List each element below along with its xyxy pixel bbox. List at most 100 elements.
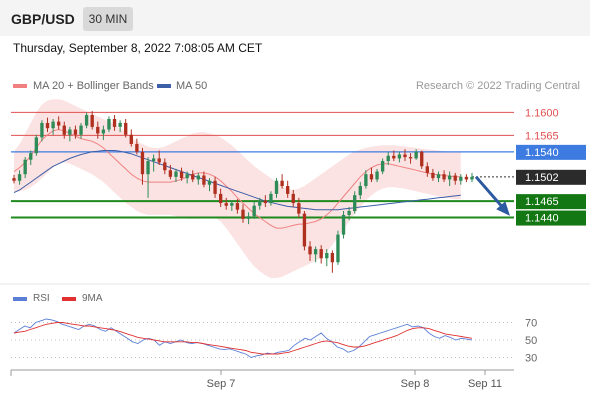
level-label-1-1465: 1.1465 xyxy=(525,196,559,208)
candle-body xyxy=(146,161,150,175)
ma9-legend-label: 9MA xyxy=(82,293,103,304)
ma50-legend-swatch xyxy=(157,84,171,88)
candle-body xyxy=(336,234,340,263)
candle-body xyxy=(403,154,407,158)
ma20-legend-label: MA 20 + Bollinger Bands xyxy=(33,80,154,92)
candle-body xyxy=(280,180,284,187)
rsi-legend-swatch xyxy=(13,297,27,301)
candle-body xyxy=(392,155,396,159)
price-chart: 1.1600 1.1565 1.1540 1.1502 1.1465 1.1440 xyxy=(0,99,590,285)
candle-body xyxy=(79,125,83,135)
candle-body xyxy=(185,174,189,179)
candle-body xyxy=(447,175,452,180)
candle-body xyxy=(347,210,351,215)
candle-body xyxy=(34,137,39,154)
level-tag-1-1540 xyxy=(516,144,586,160)
level-tag-1-1465 xyxy=(516,194,586,210)
candle-body xyxy=(431,172,435,179)
bollinger-band-area xyxy=(14,99,461,278)
candle-body xyxy=(207,180,212,185)
candle-body xyxy=(274,180,279,194)
timestamp: Thursday, September 8, 2022 7:08:05 AM C… xyxy=(13,41,263,55)
candle-body xyxy=(230,203,234,206)
candle-body xyxy=(191,174,195,180)
rsi-tick-30: 30 xyxy=(525,353,537,365)
candle-body xyxy=(369,174,374,180)
level-label-1-1440: 1.1440 xyxy=(525,213,559,225)
candle-body xyxy=(258,200,262,206)
ma9-legend-swatch xyxy=(62,297,76,301)
level-label-1-1540: 1.1540 xyxy=(525,147,559,159)
candle-body xyxy=(263,200,268,204)
level-tag-1-1440 xyxy=(516,210,586,226)
level-tag-1-1502 xyxy=(516,169,586,185)
level-label-1-1502: 1.1502 xyxy=(525,172,559,184)
candle-body xyxy=(470,176,474,180)
candle-body xyxy=(453,175,457,181)
candle-body xyxy=(140,151,145,175)
candle-body xyxy=(157,158,161,163)
candle-body xyxy=(330,253,335,263)
candle-body xyxy=(380,161,385,172)
candle-body xyxy=(459,176,463,181)
candle-body xyxy=(196,175,200,180)
rsi-tick-50: 50 xyxy=(525,335,537,347)
candle-body xyxy=(213,180,217,194)
candle-body xyxy=(68,129,72,135)
instrument-title: GBP/USD xyxy=(11,11,75,27)
candle-body xyxy=(386,155,390,162)
candle-body xyxy=(241,209,245,219)
candle-body xyxy=(174,171,178,177)
ma20-legend-swatch xyxy=(13,84,27,88)
candle-body xyxy=(29,153,33,160)
candle-body xyxy=(436,174,441,179)
candle-body xyxy=(269,193,273,204)
candle-body xyxy=(163,162,167,171)
candle-body xyxy=(358,186,362,196)
x-tick-label: Sep 7 xyxy=(207,378,236,390)
candle-body xyxy=(62,125,66,135)
candle-body xyxy=(101,129,106,134)
candle-body xyxy=(319,249,323,259)
candle-body xyxy=(118,122,122,127)
candle-body xyxy=(84,115,89,126)
rsi-series-rsi xyxy=(13,318,473,358)
x-tick-label: Sep 11 xyxy=(468,378,502,390)
ma50-legend-label: MA 50 xyxy=(176,80,208,92)
candle-body xyxy=(73,129,78,135)
candle-body xyxy=(297,203,301,214)
candle-body xyxy=(179,171,184,179)
rsi-tick-70: 70 xyxy=(525,318,537,330)
candle-body xyxy=(96,126,100,134)
candle-body xyxy=(325,253,329,259)
candle-body xyxy=(135,143,139,152)
candle-body xyxy=(51,121,55,129)
candle-body xyxy=(168,170,173,177)
candle-body xyxy=(12,178,16,181)
timeframe-badge[interactable]: 30 MIN xyxy=(83,7,133,31)
rsi-legend-label: RSI xyxy=(33,293,50,304)
candle-body xyxy=(408,157,413,159)
candle-body xyxy=(425,166,429,173)
candle-body xyxy=(246,216,251,219)
candle-body xyxy=(129,134,133,144)
x-tick-label: Sep 8 xyxy=(401,378,430,390)
candle-body xyxy=(313,249,318,255)
header-bar: GBP/USD 30 MIN xyxy=(0,0,590,36)
candle-body xyxy=(364,174,368,187)
candle-body xyxy=(302,213,307,247)
credit-text: Research © 2022 Trading Central xyxy=(415,80,580,92)
ma20-line xyxy=(13,128,461,229)
candle-body xyxy=(420,151,424,167)
candle-body xyxy=(112,118,117,127)
candle-body xyxy=(40,122,44,138)
candle-body xyxy=(442,174,446,180)
candle-body xyxy=(23,159,27,175)
candle-body xyxy=(124,122,128,135)
candle-body xyxy=(397,154,402,159)
candle-body xyxy=(464,176,469,180)
candle-body xyxy=(151,158,156,162)
candle-body xyxy=(252,205,256,217)
candle-body xyxy=(90,115,94,127)
candle-body xyxy=(107,118,111,130)
